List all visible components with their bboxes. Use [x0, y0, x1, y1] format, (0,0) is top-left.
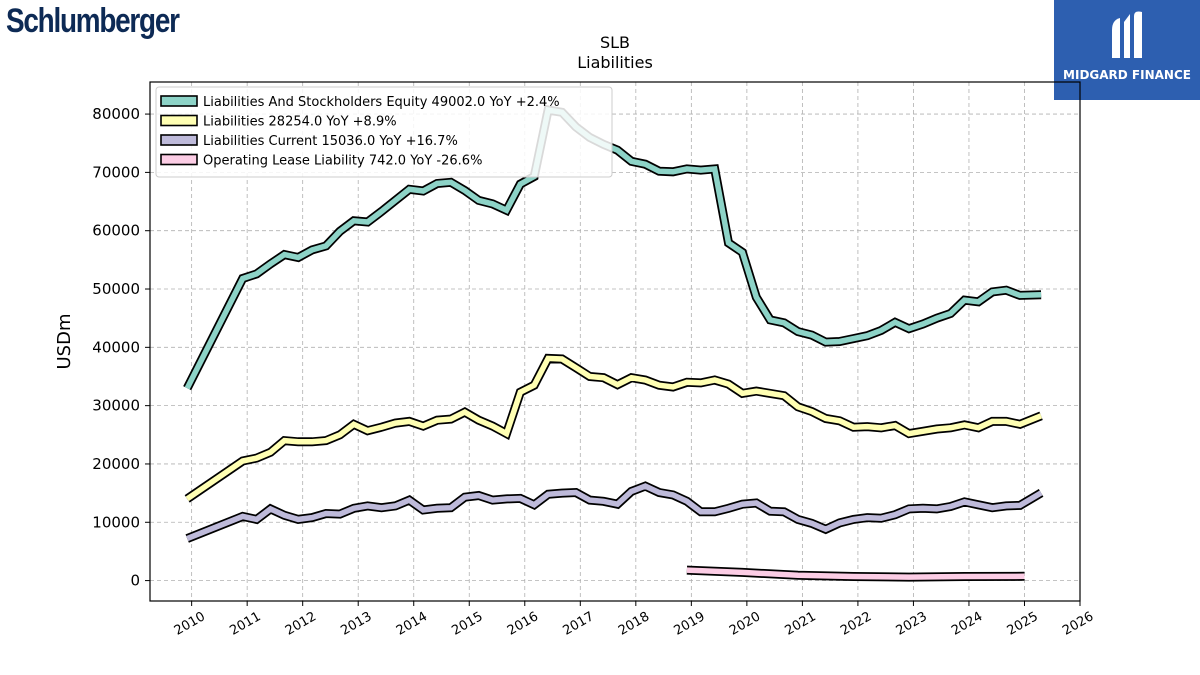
legend-label: Liabilities 28254.0 YoY +8.9% [203, 115, 397, 130]
series-line [185, 355, 1043, 502]
x-tick-label: 2018 [616, 609, 652, 639]
x-tick-label: 2026 [1060, 609, 1096, 639]
legend-label: Liabilities And Stockholders Equity 4900… [203, 95, 560, 110]
legend-swatch [160, 153, 198, 166]
x-tick-label: 2015 [449, 609, 485, 639]
series-lines [183, 104, 1044, 582]
axes: 0 10000 20000 30000 40000 50000 60000 70000 8000… [92, 105, 1096, 639]
legend-label: Operating Lease Liability 742.0 YoY -26.… [203, 154, 482, 169]
publisher-badge-background [1054, 0, 1200, 100]
y-tick-label: 50000 [92, 280, 140, 298]
y-tick-label: 70000 [92, 163, 140, 181]
x-tick-label: 2012 [283, 609, 319, 639]
y-axis-label: USDm [54, 314, 75, 370]
x-tick-label: 2024 [949, 609, 985, 639]
legend-swatch [160, 134, 198, 146]
company-logo: Schlumberger [6, 2, 180, 40]
x-tick-label: 2017 [560, 609, 596, 639]
x-tick-label: 2022 [838, 609, 874, 639]
x-tick-label: 2021 [783, 609, 819, 639]
y-tick-label: 60000 [92, 222, 140, 240]
publisher-badge: MIDGARD FINANCE [1054, 0, 1200, 100]
chart-title: SLB [600, 33, 630, 52]
series-line [686, 567, 1025, 580]
legend-swatch [160, 114, 198, 127]
y-tick-label: 80000 [92, 105, 140, 123]
series-line [186, 483, 1043, 542]
publisher-badge-text: MIDGARD FINANCE [1063, 68, 1191, 82]
y-tick-label: 10000 [92, 513, 140, 531]
x-tick-label: 2016 [505, 609, 541, 639]
x-tick-label: 2011 [227, 609, 263, 639]
chart-subtitle: Liabilities [577, 53, 653, 72]
x-tick-label: 2019 [672, 609, 708, 639]
y-tick-label: 40000 [92, 338, 140, 356]
y-tick-label: 30000 [92, 397, 140, 415]
x-tick-label: 2014 [394, 609, 430, 639]
legend-box [155, 86, 613, 178]
x-tick-label: 2023 [894, 609, 930, 639]
x-tick-label: 2010 [172, 609, 208, 639]
x-tick-label: 2025 [1005, 609, 1041, 639]
legend: Liabilities And Stockholders Equity 4900… [155, 86, 613, 178]
m-monogram-icon [1112, 11, 1142, 58]
plot-frame [149, 81, 1081, 602]
series-2 [184, 353, 1043, 503]
series-4 [686, 565, 1025, 582]
legend-swatch [160, 95, 198, 107]
series-line [184, 106, 1042, 390]
series-line-outline [185, 481, 1044, 543]
y-tick-label: 0 [130, 572, 140, 590]
x-tick-label: 2013 [338, 609, 374, 639]
y-tick-label: 20000 [92, 455, 140, 473]
x-tick-label: 2020 [727, 609, 763, 639]
series-line-outline [184, 353, 1043, 503]
legend-label: Liabilities Current 15036.0 YoY +16.7% [203, 134, 458, 149]
series-1 [183, 104, 1042, 391]
series-3 [185, 481, 1044, 543]
